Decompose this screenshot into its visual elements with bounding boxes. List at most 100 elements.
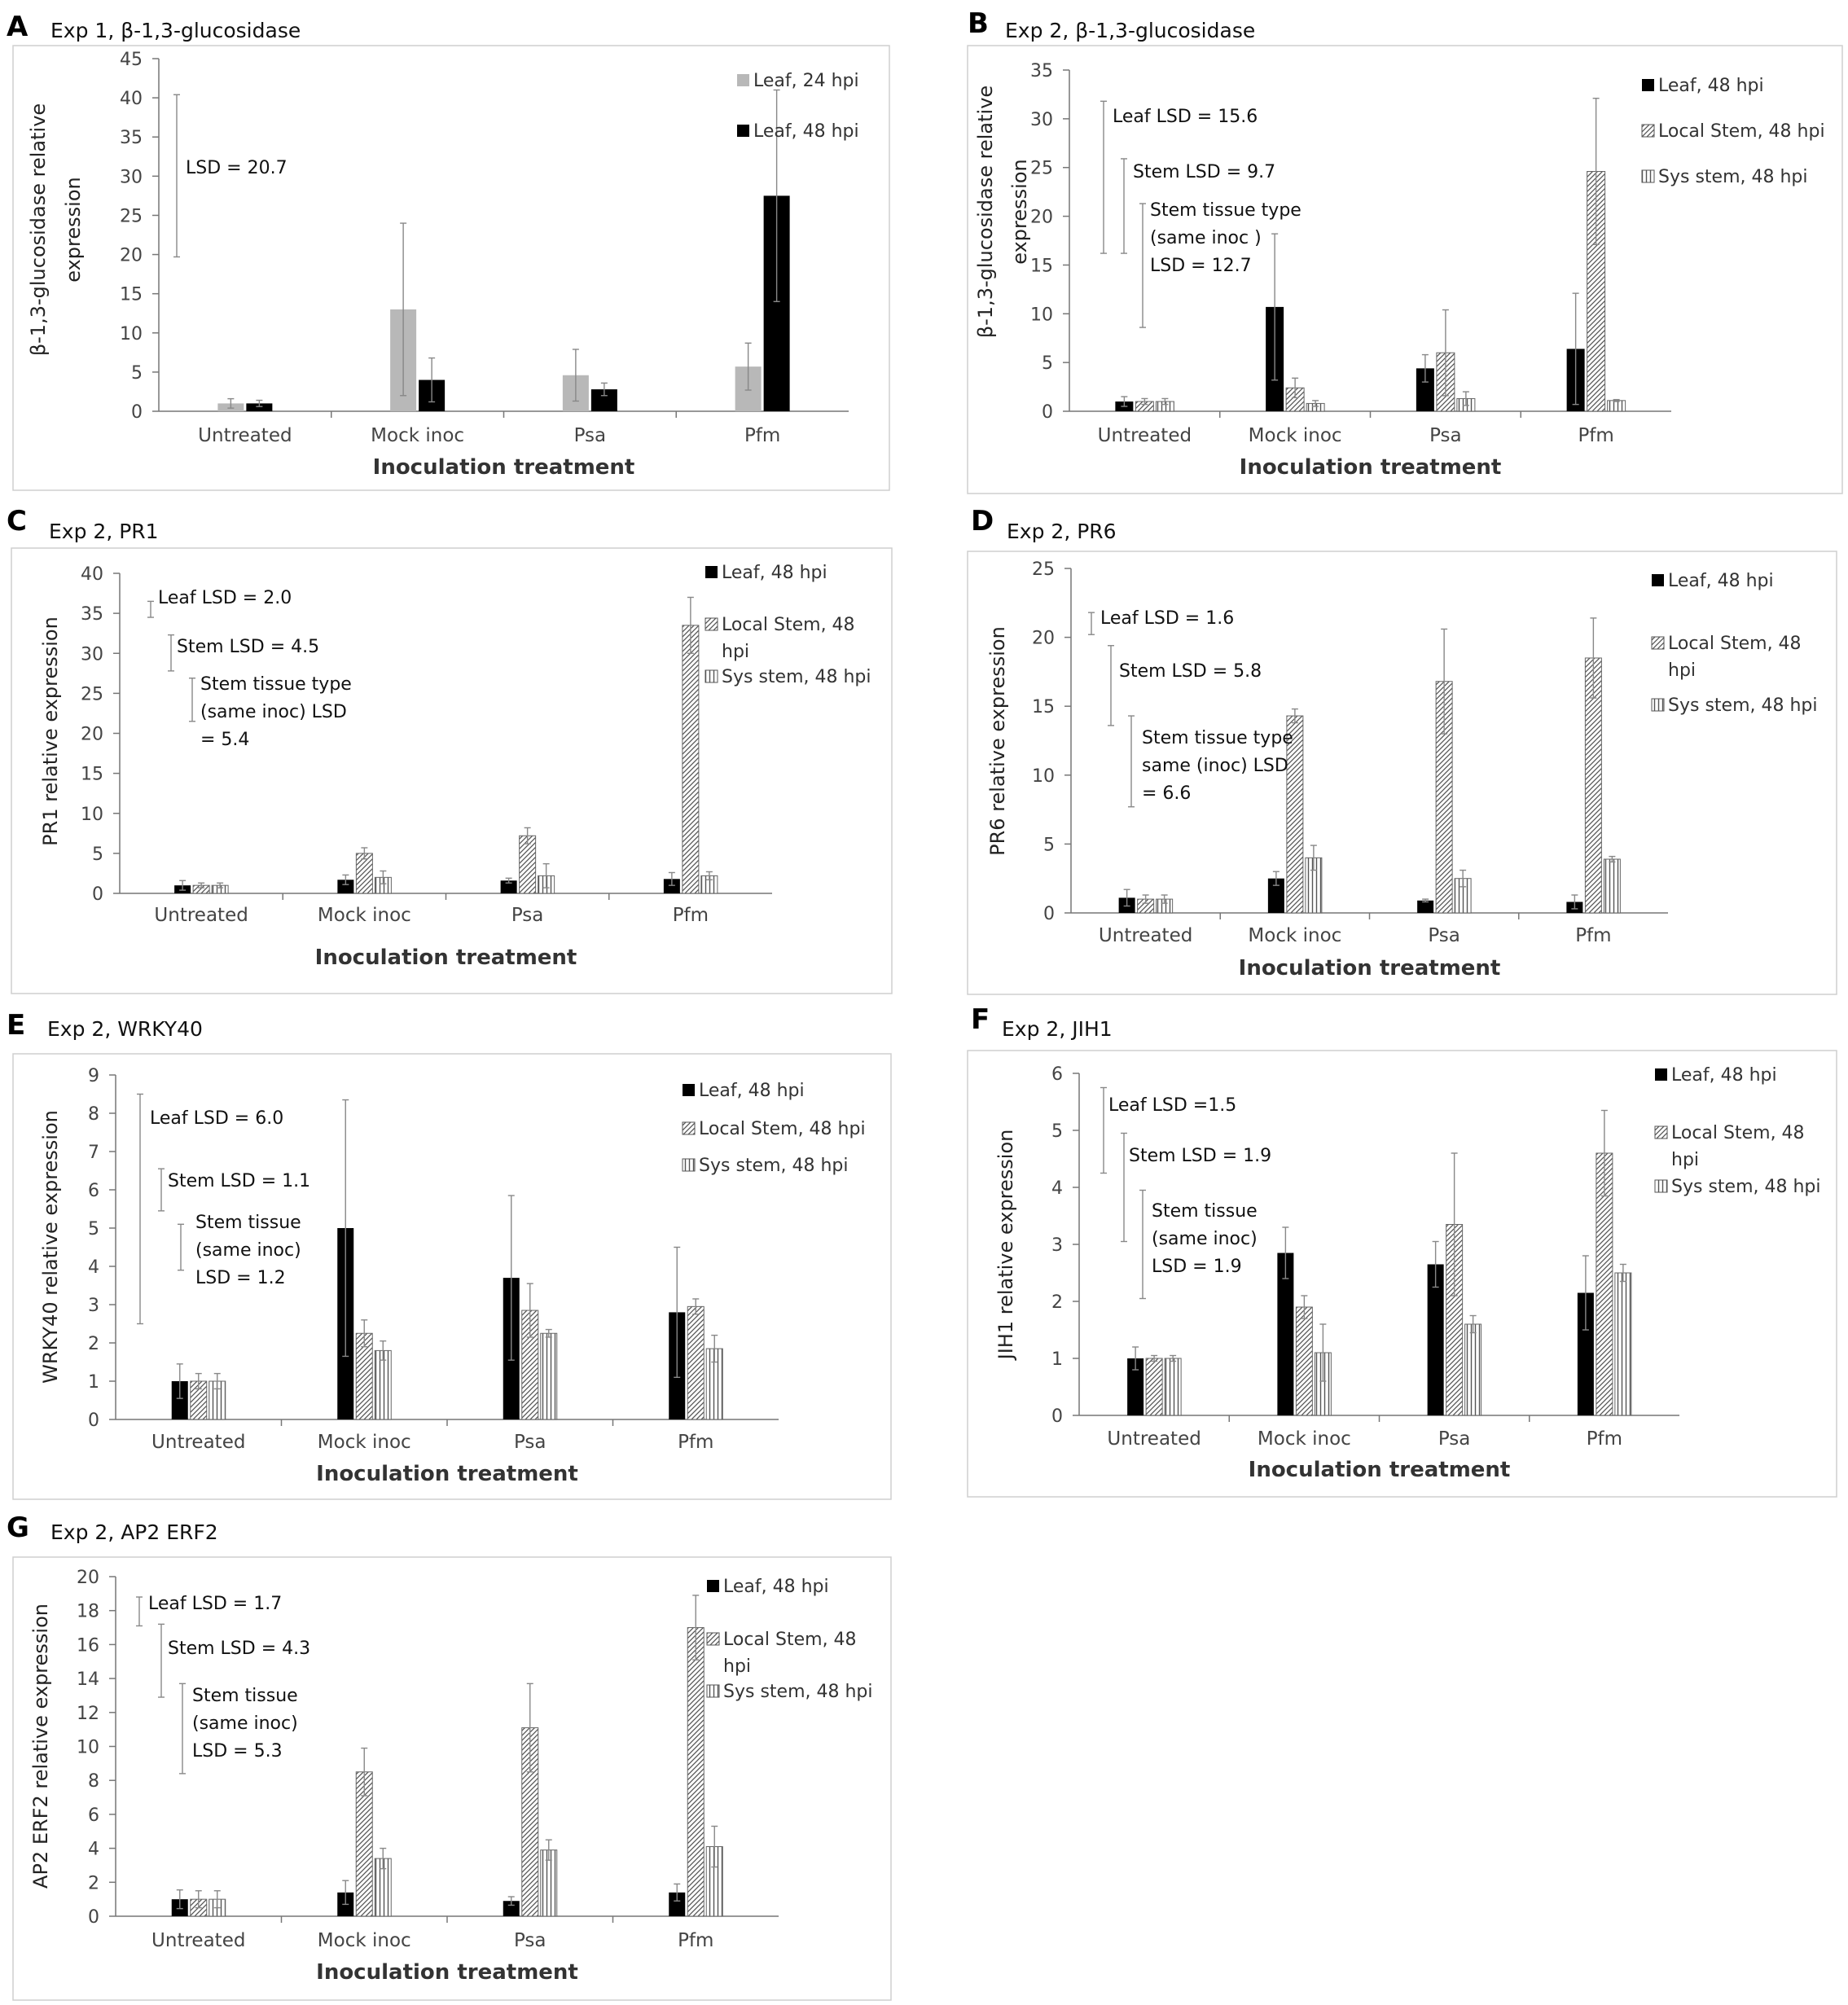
lsd-annotation: Stem tissue type xyxy=(1142,728,1293,748)
chart-title: Exp 2, β-1,3-glucosidase xyxy=(1005,19,1255,42)
lsd-annotation: Stem LSD = 1.9 xyxy=(1129,1146,1271,1166)
y-tick-label: 8 xyxy=(88,1771,99,1792)
lsd-annotation: Stem LSD = 4.3 xyxy=(168,1639,310,1659)
legend-label: Leaf, 48 hpi xyxy=(1668,571,1774,591)
y-tick-label: 10 xyxy=(77,1738,99,1758)
y-tick-label: 6 xyxy=(1051,1064,1063,1085)
y-tick-label: 0 xyxy=(1042,402,1053,423)
y-tick-label: 20 xyxy=(1030,208,1053,228)
y-tick-label: 10 xyxy=(1030,305,1053,325)
y-tick-label: 5 xyxy=(1051,1121,1063,1142)
bar-black-untreated xyxy=(171,1381,188,1419)
legend-swatch xyxy=(706,1684,720,1698)
lsd-annotation: LSD = 5.3 xyxy=(192,1741,283,1762)
legend-label: Sys stem, 48 hpi xyxy=(699,1156,849,1176)
lsd-annotation: LSD = 12.7 xyxy=(1150,256,1252,276)
y-tick-label: 2 xyxy=(1051,1292,1063,1313)
bar-black-psa xyxy=(500,880,517,893)
bar-black-untreated xyxy=(1127,1358,1144,1415)
panel-border xyxy=(967,45,1843,494)
bar-black-pfm xyxy=(1577,1292,1594,1415)
y-tick-label: 15 xyxy=(81,765,103,785)
bar-vline-pfm xyxy=(1607,400,1626,412)
y-tick-label: 6 xyxy=(88,1805,99,1826)
x-tick-label: Pfm xyxy=(1587,1428,1622,1450)
x-tick-label: Untreated xyxy=(198,425,292,446)
y-tick-label: 5 xyxy=(88,1219,99,1239)
bar-hatch-psa xyxy=(519,835,537,894)
y-tick-label: 2 xyxy=(88,1334,99,1354)
y-tick-label: 5 xyxy=(92,845,103,865)
y-tick-label: 16 xyxy=(77,1635,99,1656)
x-tick-label: Psa xyxy=(514,1432,546,1453)
y-tick-label: 30 xyxy=(81,644,103,665)
y-tick-label: 4 xyxy=(88,1840,99,1860)
legend-label: Leaf, 48 hpi xyxy=(723,1577,829,1597)
y-tick-label: 30 xyxy=(120,167,143,187)
y-axis-label: β-1,3-glucosidase relative xyxy=(27,103,50,356)
x-axis-label: Inoculation treatment xyxy=(1239,956,1501,981)
y-tick-label: 25 xyxy=(1030,159,1053,179)
legend-swatch xyxy=(737,74,749,86)
chart-panel-d: D Exp 2, PR6 0 5 10 15 20 25 PR6 relative expres… xyxy=(967,505,1837,995)
y-tick-label: 0 xyxy=(92,884,103,905)
y-tick-label: 6 xyxy=(88,1181,99,1201)
y-tick-label: 25 xyxy=(81,684,103,704)
bar-black-mock-inoc xyxy=(337,880,354,893)
lsd-annotation: Leaf LSD = 1.6 xyxy=(1100,608,1234,629)
legend-label: Sys stem, 48 hpi xyxy=(722,667,871,687)
lsd-annotation: Stem tissue xyxy=(1152,1201,1258,1222)
x-tick-label: Pfm xyxy=(1578,425,1613,446)
bar-vline-psa xyxy=(540,1332,558,1420)
legend-swatch xyxy=(1654,1179,1668,1193)
legend-swatch xyxy=(1641,124,1655,138)
panel-letter: C xyxy=(7,505,27,537)
bar-black-pfm xyxy=(669,1892,686,1916)
x-axis-label: Inoculation treatment xyxy=(316,1462,578,1486)
chart-title: Exp 2, PR6 xyxy=(1007,520,1117,543)
lsd-annotation: (same inoc ) xyxy=(1150,228,1262,248)
x-tick-label: Untreated xyxy=(151,1432,245,1453)
chart-panel-c: C Exp 2, PR1 0 5 10 15 20 25 30 35 40 PR1 relative … xyxy=(7,505,893,994)
y-tick-label: 18 xyxy=(77,1602,99,1622)
y-axis-label: expression xyxy=(62,177,85,282)
y-tick-label: 10 xyxy=(120,324,143,344)
x-tick-label: Pfm xyxy=(1575,925,1611,946)
x-tick-label: Psa xyxy=(511,905,544,926)
x-axis-label: Inoculation treatment xyxy=(316,1960,578,1985)
y-tick-label: 2 xyxy=(88,1873,99,1893)
legend-label: Leaf, 48 hpi xyxy=(722,563,827,583)
y-tick-label: 14 xyxy=(77,1669,99,1690)
chart-title: Exp 2, JIH1 xyxy=(1002,1017,1113,1041)
lsd-annotation: (same inoc) xyxy=(192,1713,298,1734)
x-tick-label: Mock inoc xyxy=(1249,425,1342,446)
panel-border xyxy=(967,1050,1837,1498)
panel-border xyxy=(11,547,893,994)
y-axis-label: expression xyxy=(1008,159,1031,264)
lsd-annotation: Stem tissue type xyxy=(1150,200,1302,221)
y-tick-label: 9 xyxy=(88,1066,99,1086)
lsd-annotation: same (inoc) LSD xyxy=(1142,756,1288,776)
y-axis-label: AP2 ERF2 relative expression xyxy=(29,1604,52,1889)
lsd-annotation: Stem tissue xyxy=(195,1213,301,1233)
panel-letter: B xyxy=(968,7,989,40)
legend-swatch xyxy=(1652,574,1664,586)
y-tick-label: 5 xyxy=(131,363,143,384)
legend-swatch xyxy=(1641,169,1655,183)
y-tick-label: 0 xyxy=(88,1907,99,1928)
y-tick-label: 15 xyxy=(1030,256,1053,276)
legend-swatch xyxy=(737,125,749,137)
x-tick-label: Pfm xyxy=(744,425,780,446)
legend-label: Local Stem, 48 xyxy=(1668,634,1802,654)
y-tick-label: 1 xyxy=(1051,1349,1063,1370)
lsd-annotation: LSD = 1.2 xyxy=(195,1268,286,1288)
legend-swatch xyxy=(683,1084,695,1096)
panel-letter: A xyxy=(7,11,29,43)
legend-label: Sys stem, 48 hpi xyxy=(1668,695,1818,716)
x-tick-label: Mock inoc xyxy=(1248,925,1341,946)
lsd-annotation: = 5.4 xyxy=(200,730,249,750)
chart-title: Exp 2, PR1 xyxy=(49,520,159,543)
x-tick-label: Pfm xyxy=(673,905,709,926)
lsd-annotation: (same inoc) xyxy=(1152,1229,1258,1249)
